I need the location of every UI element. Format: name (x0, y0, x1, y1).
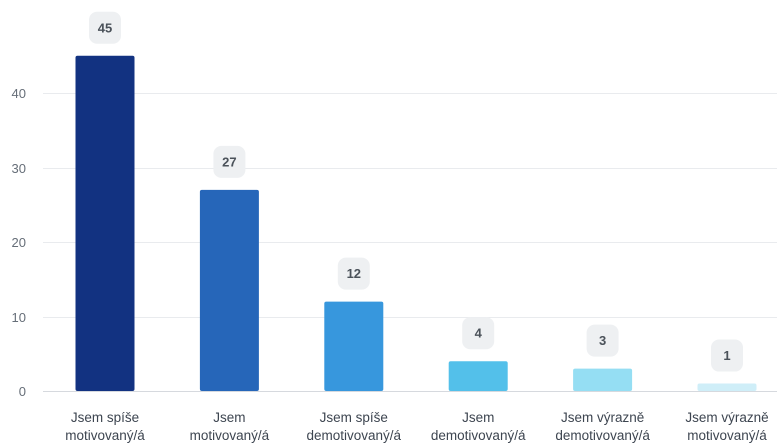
bar-4[interactable] (448, 361, 508, 391)
category-label: demotivovaný/á (307, 428, 402, 443)
y-tick-label: 20 (12, 235, 26, 250)
bar-1[interactable] (75, 55, 135, 391)
bar-2[interactable] (199, 189, 259, 391)
y-tick-label: 0 (19, 384, 26, 399)
y-tick-label: 10 (12, 310, 26, 325)
y-tick-label: 40 (12, 86, 26, 101)
value-label: 4 (475, 326, 483, 341)
bar-5[interactable] (573, 368, 633, 391)
bar-3[interactable] (324, 301, 384, 391)
value-badge (89, 11, 121, 44)
category-label: Jsem výrazně (561, 410, 644, 425)
y-tick-label: 30 (12, 161, 26, 176)
category-label: motivovaný/á (190, 428, 270, 443)
value-label: 45 (98, 20, 112, 35)
category-label: Jsem výrazně (685, 410, 768, 425)
category-label: Jsem (213, 410, 245, 425)
category-label: Jsem spíše (320, 410, 388, 425)
y-axis-ticks: 0 10 20 30 40 (12, 86, 26, 399)
value-label: 27 (222, 154, 236, 169)
bar-6[interactable] (697, 383, 757, 391)
bars (75, 55, 757, 391)
value-badge (462, 317, 495, 350)
category-label: demotivovaný/á (431, 428, 526, 443)
value-badge (213, 145, 246, 178)
value-labels: 45 27 12 4 3 1 (89, 11, 743, 372)
category-label: demotivovaný/á (555, 428, 650, 443)
value-label: 3 (599, 333, 606, 348)
value-badge (586, 324, 619, 357)
category-label: Jsem spíše (71, 410, 139, 425)
value-badge (337, 257, 370, 290)
value-badge (711, 339, 743, 372)
grid-lines (43, 93, 777, 392)
category-labels: Jsem spíše motivovaný/á Jsem motivovaný/á Js… (65, 410, 768, 443)
value-label: 1 (723, 348, 730, 363)
category-label: motivovaný/á (65, 428, 145, 443)
category-label: motivovaný/á (687, 428, 767, 443)
category-label: Jsem (462, 410, 494, 425)
value-label: 12 (347, 266, 361, 281)
